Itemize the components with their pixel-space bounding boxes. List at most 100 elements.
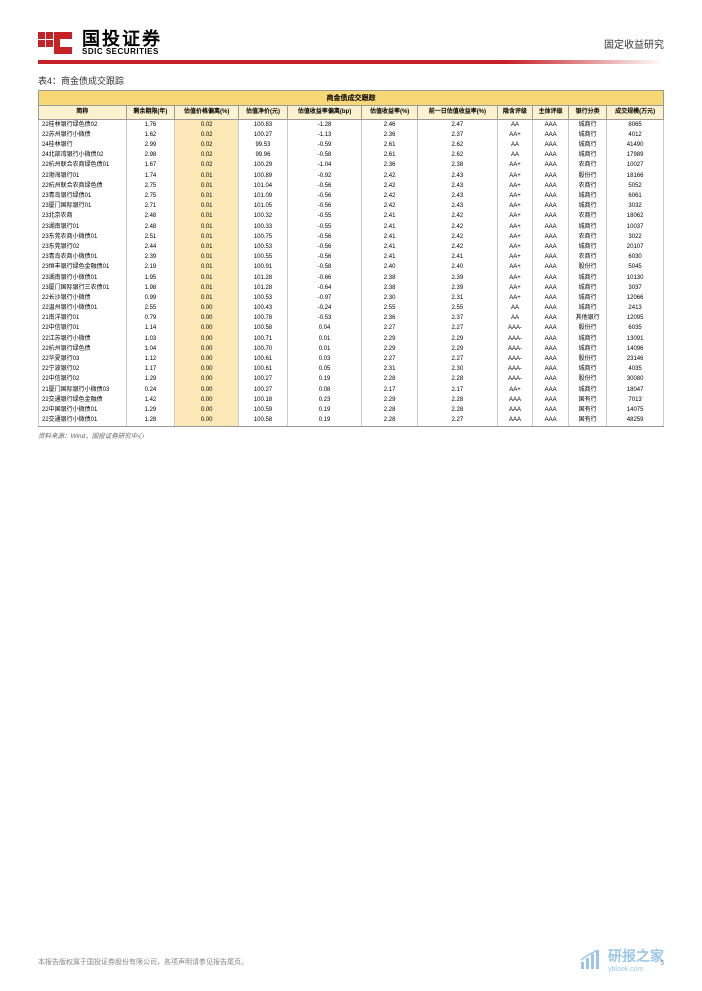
table-cell: 城商行	[568, 273, 606, 283]
table-row: 23青岛农商小微债012.390.01100.55-0.562.412.41AA…	[39, 253, 664, 263]
table-cell: 城商行	[568, 202, 606, 212]
table-cell: 100.91	[239, 263, 288, 273]
table-cell: 101.28	[239, 273, 288, 283]
table-cell: 101.09	[239, 192, 288, 202]
table-cell: AAA-	[497, 375, 533, 385]
table-cell: 21厦门国际银行小微债03	[39, 385, 127, 395]
table-cell: 100.58	[239, 324, 288, 334]
table-cell: 100.53	[239, 293, 288, 303]
table-cell: 农商行	[568, 212, 606, 222]
table-cell: 2.17	[418, 385, 498, 395]
table-cell: 2.29	[418, 344, 498, 354]
table-cell: 0.01	[175, 253, 239, 263]
table-cell: 23湖南银行小微债01	[39, 273, 127, 283]
table-cell: 国有行	[568, 416, 606, 427]
table-cell: 2.61	[362, 151, 418, 161]
table-cell: 22中信银行02	[39, 375, 127, 385]
table-cell: 0.02	[175, 130, 239, 140]
table-cell: 100.43	[239, 304, 288, 314]
table-cell: 0.03	[287, 355, 361, 365]
table-cell: 2.29	[362, 344, 418, 354]
table-cell: 0.00	[175, 365, 239, 375]
table-cell: 城商行	[568, 130, 606, 140]
table-cell: 1.04	[126, 344, 175, 354]
table-cell: 22宁波银行02	[39, 365, 127, 375]
table-cell: 2.29	[362, 395, 418, 405]
table-cell: 农商行	[568, 232, 606, 242]
watermark-brand: 研报之家	[608, 946, 664, 966]
table-cell: 0.01	[175, 192, 239, 202]
table-cell: 100.83	[239, 120, 288, 131]
table-cell: 22中信银行01	[39, 324, 127, 334]
table-row: 22苏州银行小微债1.620.02100.27-1.132.362.37AA+A…	[39, 130, 664, 140]
table-cell: 0.01	[175, 222, 239, 232]
table-row: 23恒丰银行绿色金融债012.190.01100.91-0.582.402.40…	[39, 263, 664, 273]
column-header: 银行分类	[568, 106, 606, 120]
bond-tracking-table: 商金债成交跟踪 简称剩余期限(年)估值价格偏离(%)估值净价(元)估值收益率偏离…	[38, 90, 664, 427]
table-cell: AAA	[533, 355, 569, 365]
table-cell: 股份行	[568, 355, 606, 365]
table-cell: AAA	[533, 324, 569, 334]
table-cell: 城商行	[568, 344, 606, 354]
table-cell: 1.74	[126, 171, 175, 181]
table-cell: AAA	[533, 171, 569, 181]
table-cell: 国有行	[568, 395, 606, 405]
table-cell: 2.42	[418, 232, 498, 242]
footer: 本报告版权属于国投证券股份有限公司，各项声明请参见报告尾页。 5	[38, 957, 664, 967]
table-row: 23东莞银行022.440.01100.53-0.562.412.42AA+AA…	[39, 242, 664, 252]
table-cell: 城商行	[568, 141, 606, 151]
table-cell: 2.37	[418, 130, 498, 140]
table-cell: 4012	[607, 130, 664, 140]
table-cell: 2.36	[362, 130, 418, 140]
table-cell: 0.00	[175, 375, 239, 385]
table-cell: 1.76	[126, 120, 175, 131]
table-cell: 22渤海银行01	[39, 171, 127, 181]
table-row: 23湖南银行012.480.01100.33-0.552.412.42AA+AA…	[39, 222, 664, 232]
table-cell: AA+	[497, 273, 533, 283]
table-cell: 2.38	[362, 283, 418, 293]
table-cell: AA+	[497, 283, 533, 293]
table-cell: 2.39	[418, 283, 498, 293]
table-cell: 6061	[607, 192, 664, 202]
table-cell: 2.48	[126, 212, 175, 222]
table-cell: 1.03	[126, 334, 175, 344]
table-cell: 0.00	[175, 334, 239, 344]
table-cell: AAA	[497, 395, 533, 405]
table-cell: 2.37	[418, 314, 498, 324]
table-cell: AA+	[497, 202, 533, 212]
table-cell: 0.00	[175, 355, 239, 365]
table-cell: AAA-	[497, 334, 533, 344]
table-cell: AAA	[533, 263, 569, 273]
table-cell: 100.71	[239, 334, 288, 344]
table-row: 23厦门国际银行三农债011.980.01101.28-0.642.382.39…	[39, 283, 664, 293]
table-cell: AAA	[533, 141, 569, 151]
table-row: 22杭州联合农商绿色债011.670.02100.29-1.042.362.38…	[39, 161, 664, 171]
table-cell: 0.01	[175, 232, 239, 242]
table-cell: 2.28	[362, 375, 418, 385]
table-cell: 城商行	[568, 293, 606, 303]
table-row: 23湖南银行小微债011.950.01101.28-0.662.382.39AA…	[39, 273, 664, 283]
table-cell: 2.36	[362, 314, 418, 324]
table-cell: 100.78	[239, 314, 288, 324]
watermark-text-block: 研报之家 yblook.com	[608, 946, 664, 973]
table-cell: AAA	[533, 120, 569, 131]
column-header: 估值收益率(%)	[362, 106, 418, 120]
table-cell: -1.28	[287, 120, 361, 131]
table-row: 22宁波银行021.170.00100.610.052.312.30AAA-AA…	[39, 365, 664, 375]
table-cell: 22中国银行小微债01	[39, 405, 127, 415]
table-cell: AAA-	[497, 355, 533, 365]
table-cell: 100.18	[239, 395, 288, 405]
table-cell: 100.61	[239, 355, 288, 365]
table-cell: -0.56	[287, 232, 361, 242]
table-cell: 2.42	[418, 242, 498, 252]
table-cell: 0.01	[175, 242, 239, 252]
table-cell: 100.59	[239, 405, 288, 415]
table-cell: -0.56	[287, 181, 361, 191]
table-cell: 100.55	[239, 253, 288, 263]
table-cell: 14075	[607, 405, 664, 415]
table-cell: 0.19	[287, 375, 361, 385]
table-cell: AA	[497, 120, 533, 131]
table-cell: 2.99	[126, 141, 175, 151]
logo-area: 国投证券 SDIC SECURITIES	[38, 30, 162, 56]
table-cell: AA	[497, 304, 533, 314]
